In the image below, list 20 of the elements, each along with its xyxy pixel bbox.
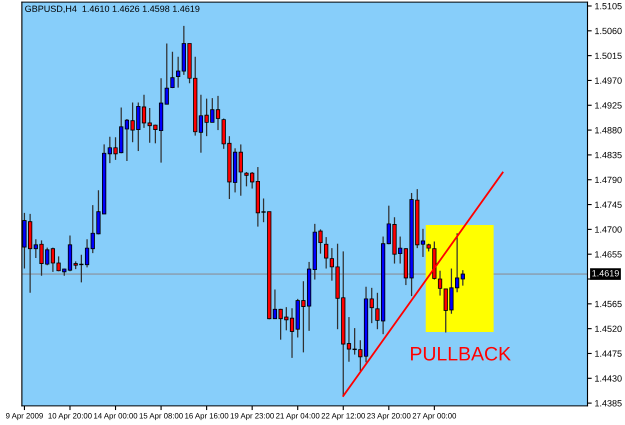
y-tick-label: 1.5060 bbox=[595, 28, 622, 34]
y-tick-label: 1.4790 bbox=[595, 176, 622, 184]
y-tick-label: 1.4700 bbox=[595, 226, 622, 233]
y-tick-label: 1.5015 bbox=[595, 52, 622, 59]
y-tick-label: 1.4430 bbox=[595, 375, 622, 382]
y-tick-label: 1.4835 bbox=[595, 152, 622, 158]
y-tick-label: 1.4565 bbox=[595, 300, 622, 308]
y-tick-label: 1.4655 bbox=[595, 251, 622, 258]
y-tick-label: 1.4745 bbox=[595, 202, 622, 208]
chart-title: GBPUSD,H4 1.4610 1.4626 1.4598 1.4619 bbox=[25, 6, 200, 14]
y-tick-label: 1.4475 bbox=[595, 350, 622, 357]
candlestick bbox=[170, 51, 175, 89]
y-tick-label: 1.4880 bbox=[595, 127, 622, 134]
annotation: PULLBACK bbox=[411, 346, 511, 361]
y-tick-label: 1.4385 bbox=[595, 400, 622, 406]
y-tick-label: 1.4925 bbox=[595, 102, 622, 109]
ref-line-label: 1.4619 bbox=[592, 270, 619, 276]
y-tick-label: 1.5105 bbox=[595, 2, 622, 10]
y-tick-label: 1.4970 bbox=[595, 77, 622, 84]
y-tick-label: 1.4520 bbox=[595, 326, 622, 332]
